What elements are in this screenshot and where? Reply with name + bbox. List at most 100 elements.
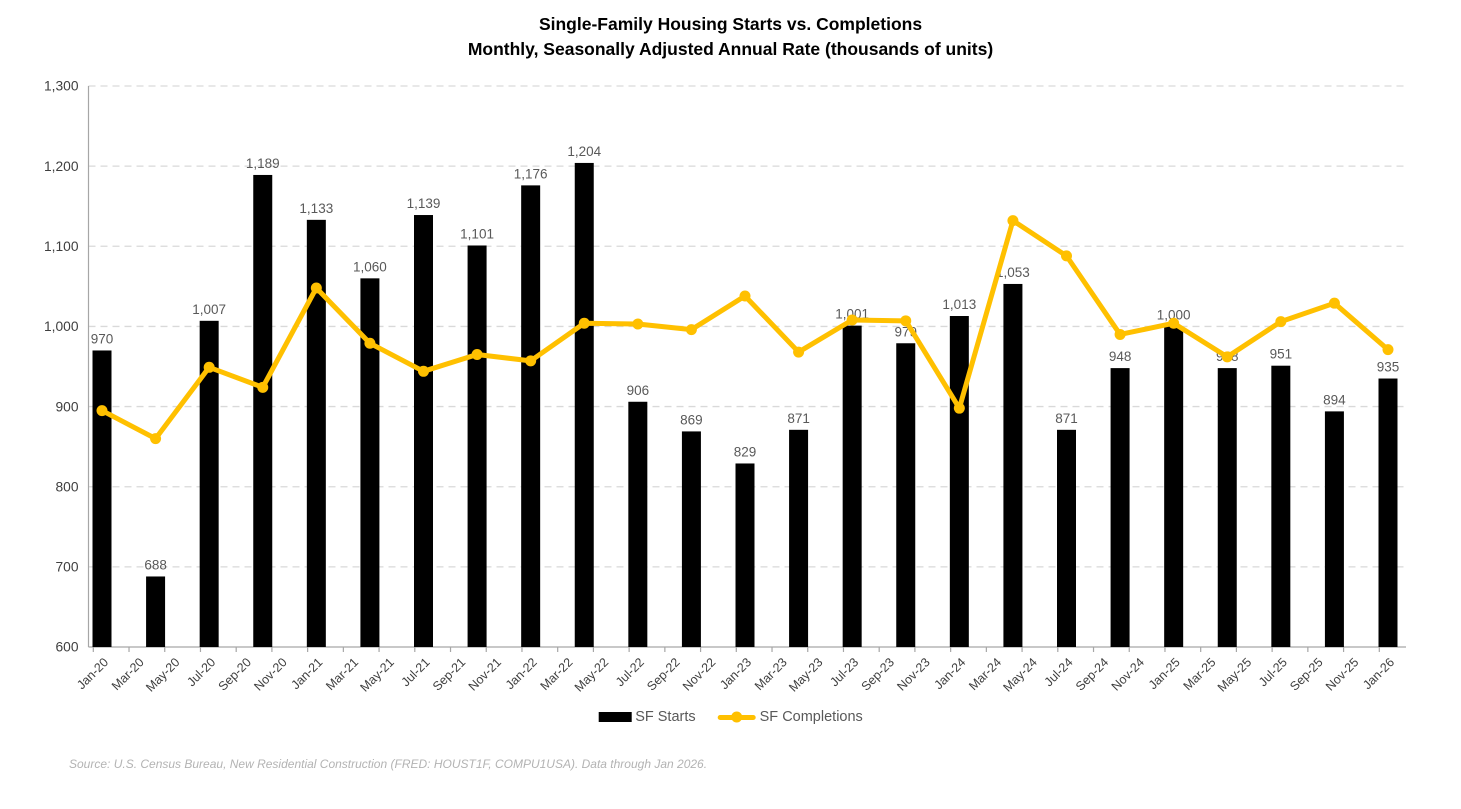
svg-text:Jan-23: Jan-23 <box>717 655 754 692</box>
svg-text:Jul-23: Jul-23 <box>827 655 861 689</box>
svg-text:Sep-25: Sep-25 <box>1287 655 1325 693</box>
sf-completions-swatch <box>717 711 756 723</box>
svg-text:1,007: 1,007 <box>192 302 226 317</box>
svg-text:1,101: 1,101 <box>460 226 494 241</box>
bar <box>306 219 326 648</box>
svg-text:800: 800 <box>55 479 78 494</box>
svg-text:Nov-23: Nov-23 <box>894 655 932 693</box>
bar <box>1217 368 1237 647</box>
svg-text:May-23: May-23 <box>786 655 825 694</box>
line-marker <box>471 348 483 360</box>
svg-text:Jul-24: Jul-24 <box>1042 655 1076 689</box>
title-block: Single-Family Housing Starts vs. Complet… <box>0 12 1461 62</box>
bar <box>842 325 862 647</box>
svg-text:1,100: 1,100 <box>44 239 79 254</box>
svg-text:May-21: May-21 <box>358 655 397 694</box>
svg-text:1,013: 1,013 <box>942 297 976 312</box>
svg-text:894: 894 <box>1323 392 1346 407</box>
svg-text:May-24: May-24 <box>1001 655 1040 694</box>
bar <box>628 401 648 647</box>
bar <box>949 316 969 647</box>
svg-text:Jul-22: Jul-22 <box>613 655 647 689</box>
line-marker <box>418 365 429 377</box>
svg-text:Sep-21: Sep-21 <box>430 655 468 693</box>
svg-text:Mar-24: Mar-24 <box>966 655 1004 693</box>
legend-item-sf-starts: SF Starts <box>598 709 696 725</box>
sf-starts-label: SF Starts <box>635 709 696 725</box>
svg-text:1,189: 1,189 <box>246 156 280 171</box>
svg-text:871: 871 <box>787 411 810 426</box>
bar <box>1164 326 1184 647</box>
line-marker <box>1061 250 1072 262</box>
svg-text:900: 900 <box>55 399 78 414</box>
y-axis-labels: 600 700 800 900 1,000 1,100 1,200 1,300 <box>44 79 79 655</box>
svg-text:May-22: May-22 <box>572 655 611 694</box>
svg-text:1,300: 1,300 <box>44 79 79 94</box>
bar <box>681 431 701 647</box>
line-marker <box>739 290 751 302</box>
sf-starts-swatch <box>598 712 632 722</box>
svg-text:688: 688 <box>144 557 167 572</box>
line-marker <box>1007 215 1019 227</box>
svg-text:Jul-21: Jul-21 <box>399 655 433 689</box>
line-marker <box>1114 328 1126 340</box>
bar <box>896 343 916 647</box>
svg-text:948: 948 <box>1109 349 1132 364</box>
svg-text:970: 970 <box>91 331 114 346</box>
source-note: Source: U.S. Census Bureau, New Resident… <box>69 757 708 771</box>
svg-text:1,133: 1,133 <box>299 201 333 216</box>
svg-text:600: 600 <box>55 640 78 655</box>
svg-text:Jan-24: Jan-24 <box>932 655 969 692</box>
svg-text:Jul-20: Jul-20 <box>184 655 218 689</box>
svg-text:Mar-20: Mar-20 <box>109 655 147 693</box>
svg-text:Sep-24: Sep-24 <box>1073 655 1111 693</box>
sf-starts-bars <box>92 162 1398 648</box>
svg-text:1,204: 1,204 <box>567 144 601 159</box>
svg-text:Mar-21: Mar-21 <box>323 655 361 693</box>
line-marker <box>793 346 805 358</box>
sf-completions-marker-dot <box>731 711 743 723</box>
line-marker <box>846 314 858 326</box>
line-marker <box>1168 317 1180 329</box>
svg-text:Nov-20: Nov-20 <box>251 655 289 693</box>
bar <box>521 185 541 647</box>
svg-text:Nov-22: Nov-22 <box>680 655 718 693</box>
line-marker <box>96 405 108 417</box>
svg-text:871: 871 <box>1055 411 1078 426</box>
svg-text:935: 935 <box>1377 360 1400 375</box>
line-marker <box>1328 297 1340 309</box>
bar <box>789 429 809 647</box>
line-marker <box>257 381 269 393</box>
svg-text:Sep-22: Sep-22 <box>644 655 682 693</box>
bar <box>1003 283 1023 647</box>
svg-text:1,139: 1,139 <box>407 196 441 211</box>
bar <box>414 215 433 647</box>
bar <box>92 350 112 647</box>
svg-text:829: 829 <box>734 444 757 459</box>
svg-text:1,060: 1,060 <box>353 259 387 274</box>
svg-text:Mar-23: Mar-23 <box>752 655 790 693</box>
bar <box>360 278 380 647</box>
svg-text:951: 951 <box>1270 347 1293 362</box>
line-marker <box>203 361 215 373</box>
line-marker <box>1221 351 1233 363</box>
bar <box>146 576 166 647</box>
bar <box>253 174 273 648</box>
svg-text:Jan-21: Jan-21 <box>289 655 326 692</box>
bar <box>467 245 487 647</box>
svg-text:Jan-20: Jan-20 <box>74 655 111 692</box>
legend-item-sf-completions: SF Completions <box>717 709 863 725</box>
svg-text:906: 906 <box>627 383 650 398</box>
svg-text:1,200: 1,200 <box>44 159 79 174</box>
svg-text:Nov-25: Nov-25 <box>1323 655 1361 693</box>
line-marker <box>1275 316 1287 328</box>
svg-text:May-25: May-25 <box>1215 655 1254 694</box>
line-marker <box>364 337 376 349</box>
line-marker <box>1382 344 1394 356</box>
bar <box>735 463 755 647</box>
svg-text:Jul-25: Jul-25 <box>1256 655 1290 689</box>
svg-text:Nov-24: Nov-24 <box>1109 655 1147 693</box>
svg-text:Jan-22: Jan-22 <box>503 655 540 692</box>
